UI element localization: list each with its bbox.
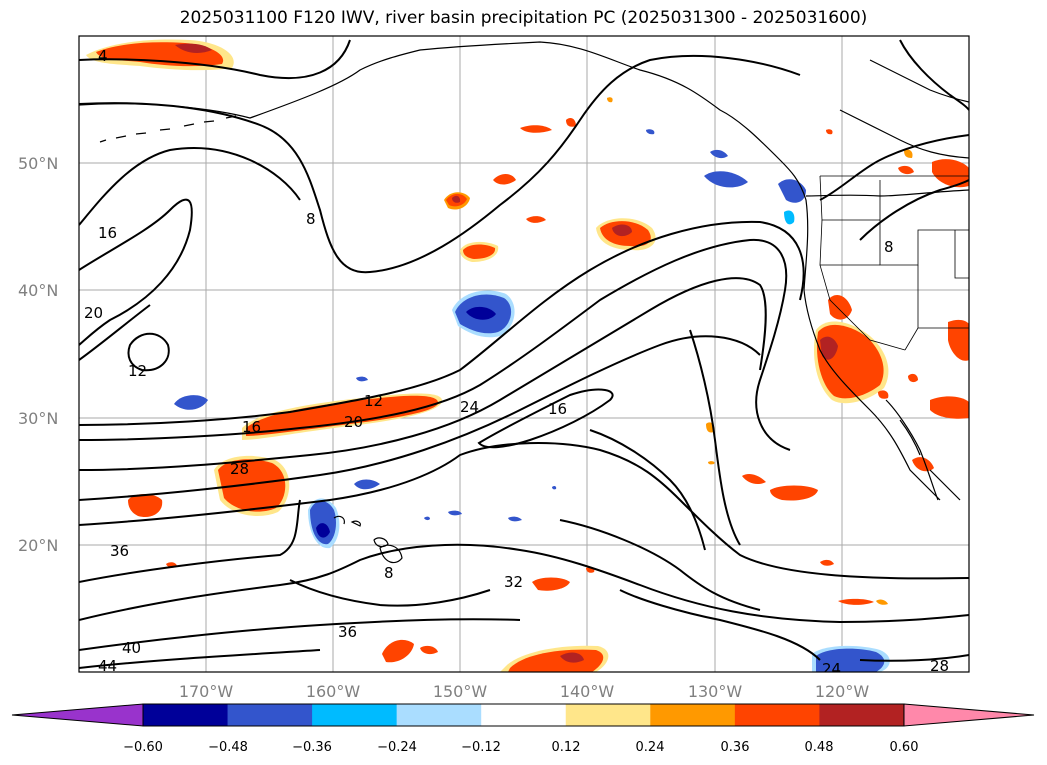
- colorbar-tick-label: 0.12: [552, 740, 581, 755]
- contour-label: 12: [128, 362, 147, 380]
- lon-label: 170°W: [179, 682, 234, 701]
- colorbar-tick-label: 0.24: [636, 740, 665, 755]
- contour-label: 36: [338, 623, 357, 641]
- colorbar-bin: [481, 704, 567, 726]
- contour-label: 16: [242, 418, 261, 436]
- lat-label: 30°N: [18, 409, 58, 428]
- map-panel: 4 8 16 20 12 12 20 16 24 16 28 36 32 36 …: [79, 36, 969, 678]
- colorbar-extend-min: [11, 703, 144, 727]
- colorbar-tick-label: 0.48: [805, 740, 834, 755]
- contour-label: 44: [98, 657, 117, 675]
- lat-label: 50°N: [18, 154, 58, 173]
- contour-label: 40: [122, 639, 141, 657]
- contour-label: 8: [884, 238, 894, 256]
- contour-label: 8: [384, 564, 394, 582]
- colorbar-ticks: −0.60 −0.48 −0.36 −0.24 −0.12 0.12 0.24 …: [123, 740, 918, 755]
- colorbar-bin: [312, 704, 398, 726]
- iwv-contours: [79, 39, 969, 669]
- colorbar: [11, 703, 1035, 727]
- colorbar-tick-label: 0.60: [890, 740, 919, 755]
- colorbar-tick-label: −0.24: [377, 740, 417, 755]
- latitude-labels: 50°N 40°N 30°N 20°N: [18, 154, 58, 555]
- map-title: 2025031100 F120 IWV, river basin precipi…: [179, 8, 868, 28]
- colorbar-tick-label: −0.48: [208, 740, 248, 755]
- precip-patches: [86, 39, 969, 672]
- contour-label: 28: [230, 460, 249, 478]
- colorbar-bin: [143, 704, 229, 726]
- contour-label: 36: [110, 542, 129, 560]
- colorbar-extend-max: [903, 703, 1035, 727]
- map-frame: [78, 35, 970, 673]
- colorbar-bin: [734, 704, 820, 726]
- contour-labels: 4 8 16 20 12 12 20 16 24 16 28 36 32 36 …: [84, 47, 949, 678]
- contour-label: 12: [364, 392, 383, 410]
- lon-label: 120°W: [815, 682, 870, 701]
- colorbar-tick-label: −0.60: [123, 740, 163, 755]
- contour-label: 20: [84, 304, 103, 322]
- contour-label: 16: [98, 224, 117, 242]
- colorbar-tick-label: −0.12: [461, 740, 501, 755]
- contour-label: 8: [306, 210, 316, 228]
- contour-label: 32: [504, 573, 523, 591]
- coastlines: [79, 41, 969, 564]
- colorbar-bin: [227, 704, 313, 726]
- longitude-labels: 170°W 160°W 150°W 140°W 130°W 120°W: [179, 682, 870, 701]
- contour-label: 16: [548, 400, 567, 418]
- colorbar-outline: [142, 703, 905, 727]
- contour-label: 20: [344, 413, 363, 431]
- contour-label: 4: [98, 47, 108, 65]
- colorbar-tick-label: 0.36: [721, 740, 750, 755]
- colorbar-tick-label: −0.36: [292, 740, 332, 755]
- lat-label: 20°N: [18, 536, 58, 555]
- lon-label: 140°W: [560, 682, 615, 701]
- colorbar-bin: [819, 704, 905, 726]
- colorbar-bin: [396, 704, 482, 726]
- colorbar-bin: [650, 704, 736, 726]
- contour-label: 24: [822, 660, 841, 678]
- lon-label: 160°W: [306, 682, 361, 701]
- lon-label: 150°W: [433, 682, 488, 701]
- contour-label: 28: [930, 657, 949, 675]
- state-borders: [819, 175, 969, 351]
- lon-label: 130°W: [688, 682, 743, 701]
- lat-label: 40°N: [18, 281, 58, 300]
- contour-label: 24: [460, 398, 479, 416]
- colorbar-bin: [565, 704, 651, 726]
